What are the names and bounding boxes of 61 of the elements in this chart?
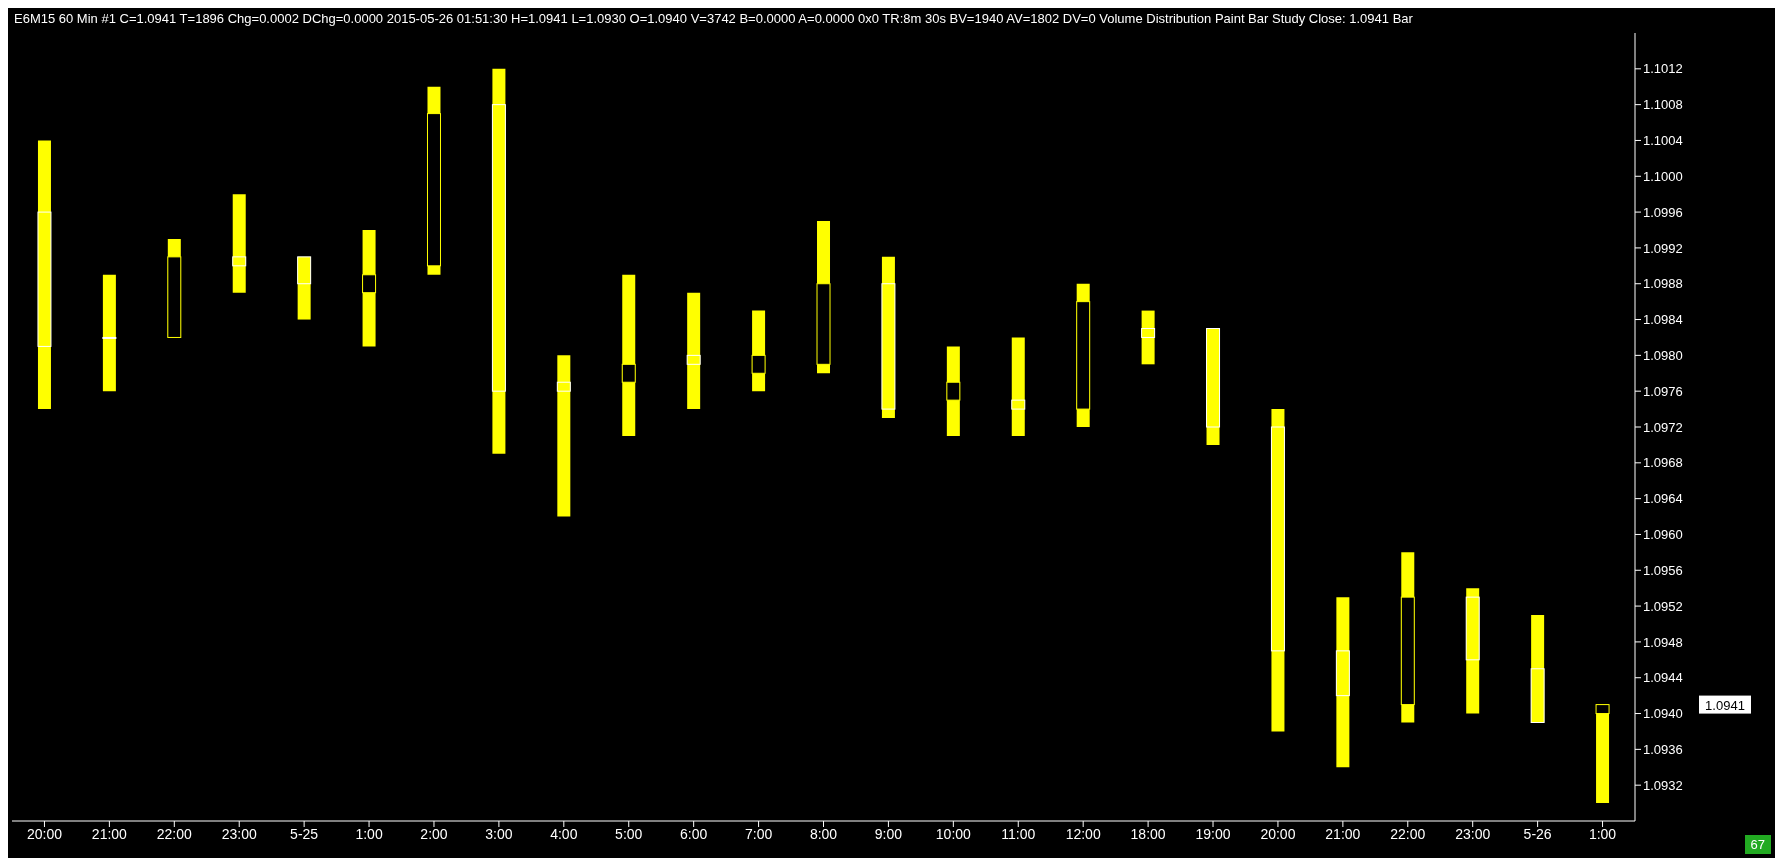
candlestick (621, 274, 636, 436)
x-tick-label: 18:00 (1130, 825, 1166, 842)
candlestick (1595, 704, 1610, 804)
x-tick-label: 20:00 (1260, 825, 1296, 842)
y-tick-label: 1.0960 (1643, 527, 1683, 543)
candlestick (362, 230, 377, 347)
chart-title: E6M15 60 Min #1 C=1.0941 T=1896 Chg=0.0002 DChg=0.0000 2015-05-26 01:51:30 H=1.0941 L=1.0930 O=1.0940 V=3742 B=0.0000 A=0.0000 0x0 TR:8m 30s BV=1940 AV=1802 DV=0 Volume Distribution Paint Bar Study Close: 1.0941 Bar (13, 10, 1414, 28)
y-tick-label: 1.0980 (1643, 347, 1683, 363)
y-tick-label: 1.0984 (1643, 312, 1683, 328)
x-tick-label: 22:00 (156, 825, 193, 842)
x-tick-label: 21:00 (1325, 825, 1361, 842)
y-tick-label: 1.0976 (1643, 383, 1683, 399)
y-tick-label: 1.0936 (1643, 741, 1683, 757)
y-tick-label: 1.0992 (1643, 240, 1683, 256)
candlestick (751, 310, 766, 392)
y-tick-label: 1.0964 (1643, 491, 1683, 507)
y-tick-label: 1.0956 (1643, 562, 1683, 578)
y-tick-label: 1.0972 (1643, 419, 1683, 435)
y-tick-label: 1.1012 (1643, 61, 1683, 77)
candlestick (1141, 310, 1156, 365)
x-tick-label: 12:00 (1065, 825, 1101, 842)
x-tick-label: 23:00 (221, 825, 257, 842)
text: 1.0941 (1705, 697, 1745, 713)
x-tick-label: 8:00 (809, 825, 838, 842)
y-tick-label: 1.0952 (1643, 598, 1683, 614)
x-tick-label: 3:00 (485, 825, 513, 842)
x-tick-label: 22:00 (1390, 825, 1426, 842)
x-tick-label: 7:00 (744, 825, 773, 842)
x-tick-label: 4:00 (550, 825, 578, 842)
y-tick-label: 1.0996 (1643, 204, 1683, 220)
y-tick-label: 1.1000 (1643, 168, 1683, 184)
x-tick-label: 5-26 (1523, 825, 1552, 842)
text: 67 (1744, 835, 1771, 854)
x-tick-label: 23:00 (1455, 825, 1491, 842)
x-tick-label: 19:00 (1195, 825, 1231, 842)
x-tick-label: 5-25 (290, 825, 319, 842)
x-tick-label: 1:00 (1588, 825, 1617, 842)
candlestick (556, 355, 571, 517)
y-tick-label: 1.1004 (1643, 133, 1683, 149)
y-tick-label: 1.0988 (1643, 276, 1683, 292)
x-tick-label: 20:00 (26, 825, 63, 842)
x-tick-label: 11:00 (1001, 825, 1036, 842)
candlestick (1011, 337, 1026, 436)
x-tick-label: 1:00 (355, 825, 383, 842)
x-tick-label: 5:00 (615, 825, 643, 842)
x-tick-label: 2:00 (420, 825, 448, 842)
y-tick-label: 1.0940 (1643, 706, 1683, 722)
candlestick (946, 346, 961, 436)
y-tick-label: 1.1008 (1643, 97, 1683, 113)
y-tick-label: 1.0932 (1643, 777, 1683, 793)
y-tick-label: 1.0968 (1643, 455, 1683, 471)
x-tick-label: 10:00 (935, 825, 972, 842)
candlestick (102, 274, 117, 392)
x-tick-label: 9:00 (874, 825, 903, 842)
y-tick-label: 1.0948 (1643, 634, 1683, 650)
x-tick-label: 21:00 (91, 825, 128, 842)
x-tick-label: 6:00 (680, 825, 708, 842)
y-tick-label: 1.0944 (1643, 670, 1683, 686)
candlestick (232, 194, 247, 293)
candlestick (686, 292, 701, 410)
candlestick (426, 86, 441, 275)
